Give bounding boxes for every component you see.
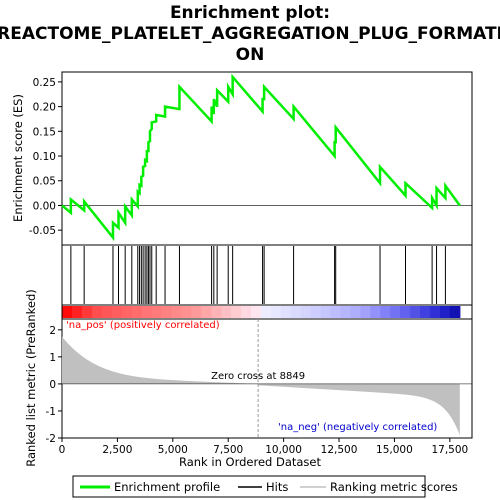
color-bar-segment — [81, 306, 93, 318]
color-bar-segment — [400, 306, 411, 318]
x-tick-label: 15,000 — [376, 444, 413, 456]
color-bar-segment — [191, 306, 202, 318]
color-bar-segment — [151, 306, 163, 318]
hits-panel-frame — [61, 244, 473, 306]
es-y-ticks: -0.05 0.00 0.05 0.10 0.15 0.20 0.25 — [29, 77, 62, 237]
es-y-tick-label: 0.05 — [33, 176, 56, 188]
color-bar-segment — [310, 306, 322, 318]
color-bar-segment — [290, 306, 302, 318]
pos-label: 'na_pos' (positively correlated) — [66, 320, 220, 331]
color-bar-segment — [141, 306, 153, 318]
neg-label: 'na_neg' (negatively correlated) — [278, 422, 437, 433]
color-bar-segment — [211, 306, 222, 318]
color-bar-segment — [260, 306, 272, 318]
color-bar-segment — [101, 306, 113, 318]
ranking-metric-area — [62, 336, 460, 436]
color-bar-segment — [111, 306, 123, 318]
color-bar-segment — [420, 306, 431, 318]
title-line-2: REACTOME_PLATELET_AGGREGATION_PLUG_FORMA… — [0, 24, 500, 44]
es-panel-frame — [61, 71, 473, 246]
color-bar-segment — [241, 306, 252, 318]
color-bar-segment — [439, 306, 451, 318]
x-tick-label: 2,500 — [102, 444, 132, 456]
legend: Enrichment profile Hits Ranking metric s… — [72, 475, 458, 498]
x-tick-label: 10,000 — [265, 444, 302, 456]
zero-cross-label: Zero cross at 8849 — [211, 371, 305, 382]
color-bar-segment — [449, 306, 461, 318]
x-tick-label: 5,000 — [158, 444, 188, 456]
x-tick-label: 0 — [59, 444, 66, 456]
metric-y-tick-label: 1 — [49, 352, 56, 364]
es-y-tick-label: 0.00 — [33, 200, 56, 212]
title-line-1: Enrichment plot: — [170, 3, 330, 23]
color-bar-segment — [320, 306, 332, 318]
x-axis-label: Rank in Ordered Dataset — [179, 455, 322, 469]
color-bar-segment — [390, 306, 401, 318]
x-tick-label: 12,500 — [321, 444, 358, 456]
color-bar-segment — [360, 306, 371, 318]
metric-y-tick-label: 2 — [49, 325, 56, 337]
color-bar-segment — [340, 306, 352, 318]
legend-es-text: Enrichment profile — [114, 480, 220, 494]
color-bar-segment — [300, 306, 312, 318]
hits-group — [70, 246, 446, 304]
color-bar-segment — [201, 306, 212, 318]
x-tick-label: 17,500 — [431, 444, 468, 456]
title-group: Enrichment plot: REACTOME_PLATELET_AGGRE… — [0, 3, 500, 65]
color-bar-segment — [181, 306, 192, 318]
color-bar-segment — [91, 306, 103, 318]
color-bar-segment — [330, 306, 342, 318]
metric-y-ticks: -2 -1 0 1 2 — [46, 325, 62, 445]
color-bar-segment — [161, 306, 172, 318]
color-bar-segment — [250, 306, 262, 318]
x-ticks: 0 2,500 5,000 7,500 10,000 12,500 15,000 17,500 — [59, 438, 468, 456]
color-bar-segment — [370, 306, 381, 318]
color-bar-segment — [62, 306, 73, 318]
color-bar-segment — [221, 306, 232, 318]
color-bar-segment — [121, 306, 133, 318]
rank-color-bar — [62, 306, 461, 318]
x-tick-label: 7,500 — [213, 444, 243, 456]
color-bar-segment — [350, 306, 361, 318]
metric-y-tick-label: 0 — [49, 379, 56, 391]
color-bar-segment — [231, 306, 242, 318]
es-y-tick-label: 0.15 — [33, 126, 56, 138]
es-y-tick-label: 0.10 — [33, 151, 56, 163]
color-bar-segment — [380, 306, 391, 318]
metric-y-tick-label: -1 — [46, 406, 56, 418]
color-bar-segment — [71, 306, 83, 318]
metric-y-tick-label: -2 — [46, 433, 56, 445]
color-bar-segment — [280, 306, 292, 318]
legend-metric-text: Ranking metric scores — [330, 480, 458, 494]
es-y-tick-label: 0.25 — [33, 77, 56, 89]
title-line-3: ON — [236, 45, 265, 65]
es-y-tick-label: 0.20 — [33, 102, 56, 114]
es-y-label: Enrichment score (ES) — [11, 94, 25, 222]
color-bar-segment — [429, 306, 441, 318]
color-bar-segment — [410, 306, 421, 318]
es-profile-line — [61, 73, 461, 242]
metric-y-label: Ranked list metric (PreRanked) — [24, 289, 38, 467]
color-bar-segment — [131, 306, 143, 318]
color-bar-segment — [270, 306, 282, 318]
legend-hits-text: Hits — [266, 480, 288, 494]
es-y-tick-label: -0.05 — [29, 225, 56, 237]
color-bar-segment — [171, 306, 182, 318]
